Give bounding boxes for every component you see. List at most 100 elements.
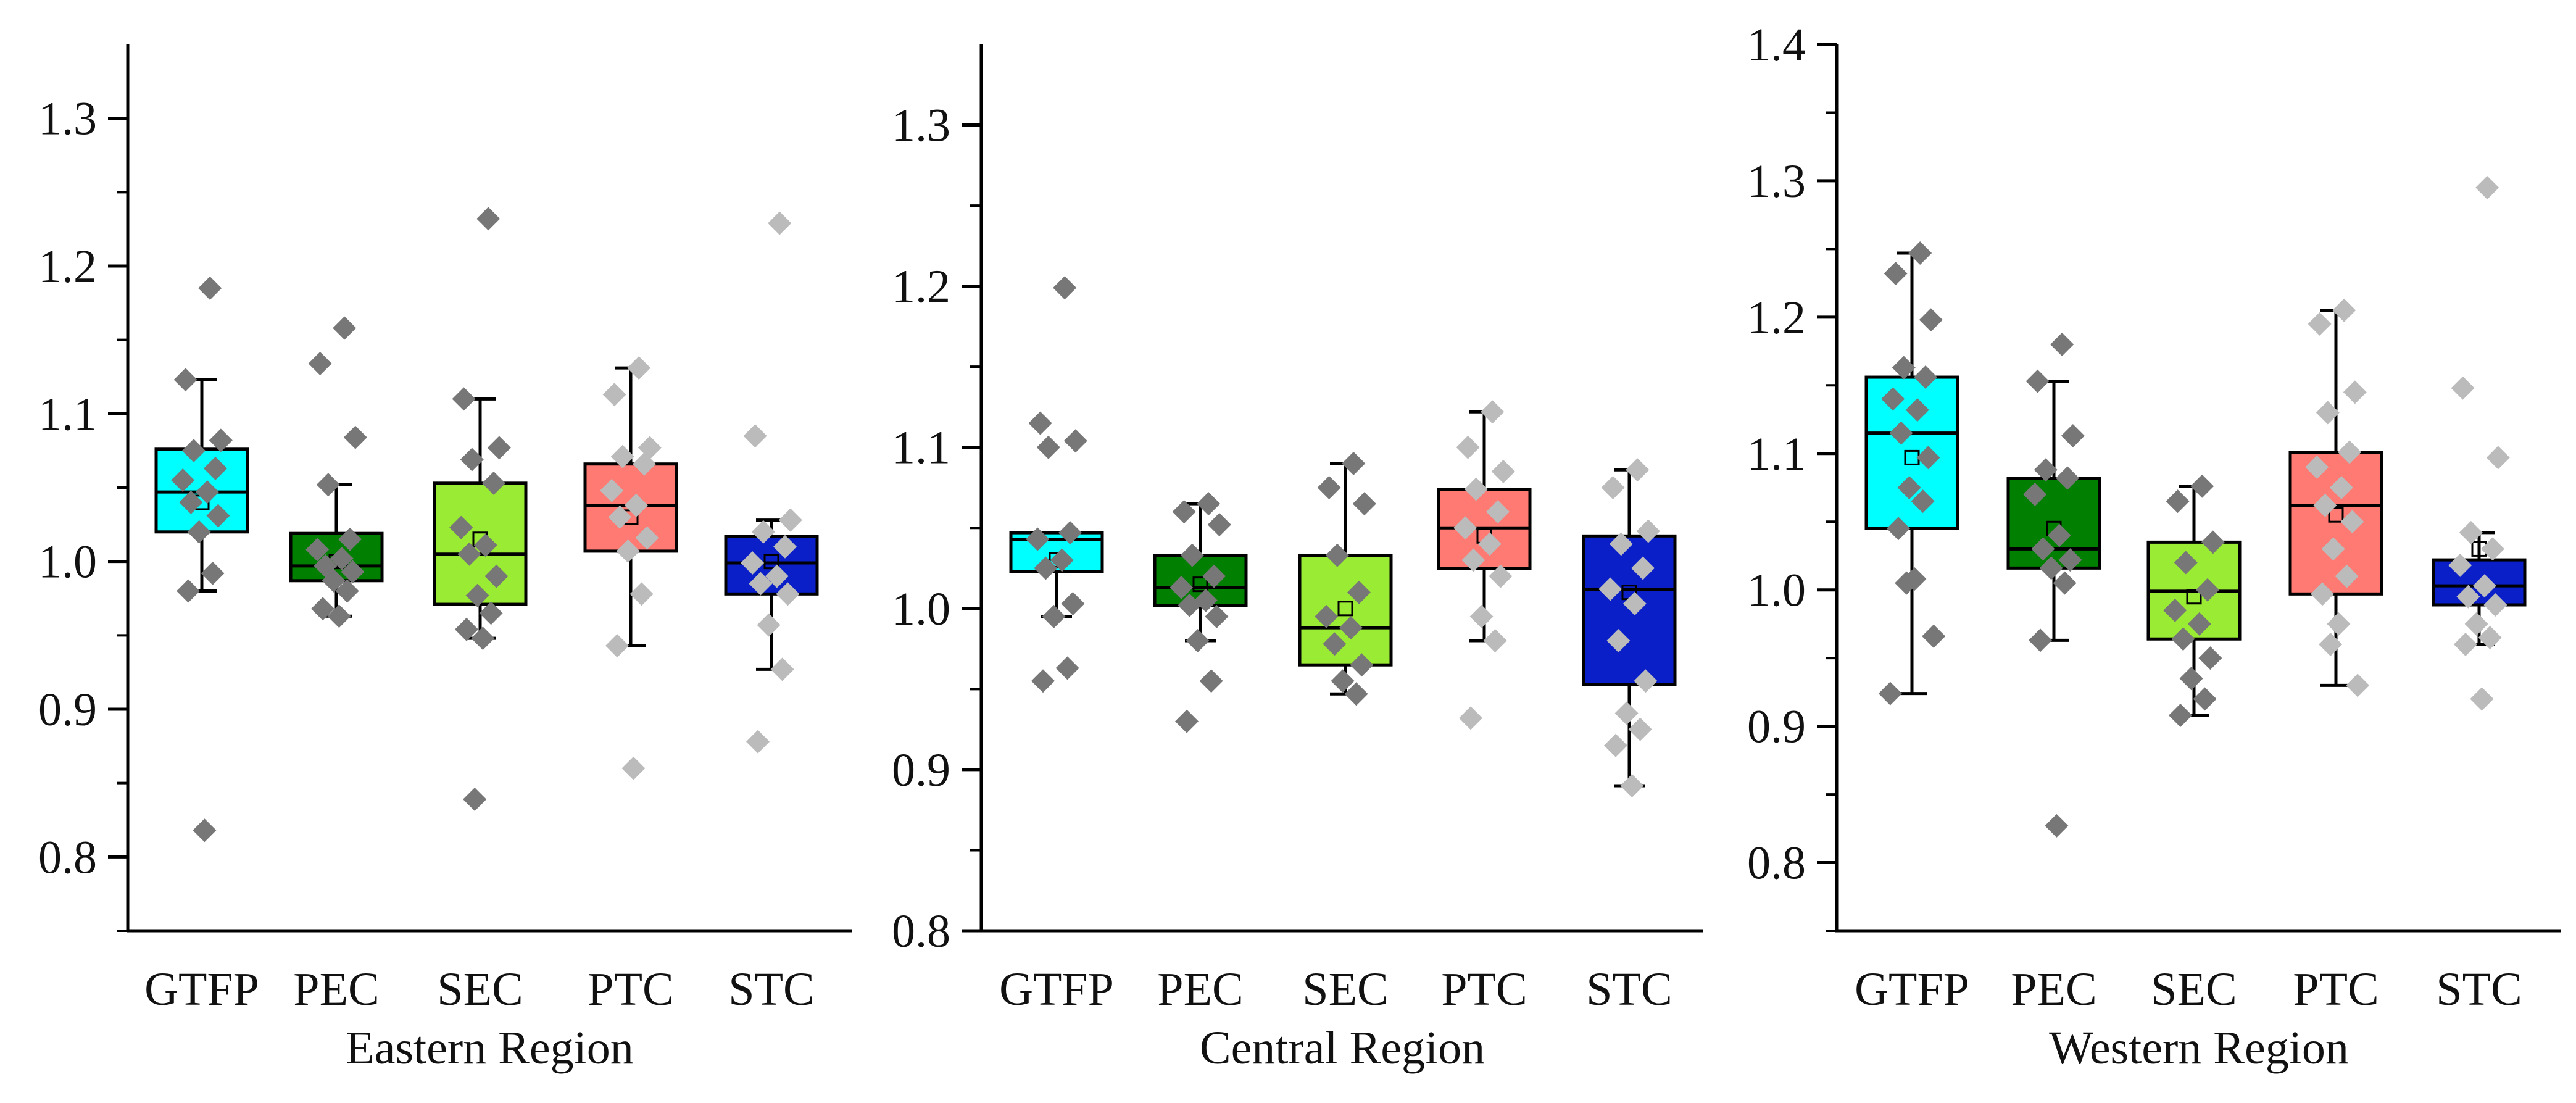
data-point — [487, 436, 511, 460]
data-point — [2169, 703, 2192, 727]
data-point — [449, 515, 473, 539]
data-point — [1905, 398, 1929, 422]
data-point — [1325, 543, 1349, 567]
data-point — [616, 539, 640, 563]
x-tick-label-pec: PEC — [293, 964, 379, 1015]
y-tick-label: 1.0 — [1747, 565, 1806, 617]
data-point — [1911, 489, 1935, 514]
data-point — [1026, 527, 1050, 551]
mean-marker — [2186, 589, 2202, 605]
y-tick-label: 1.4 — [1747, 19, 1806, 71]
y-tick-label: 1.2 — [38, 241, 97, 293]
data-point — [1342, 451, 1366, 475]
data-point — [2047, 523, 2071, 547]
data-point — [2456, 585, 2480, 609]
data-point — [179, 490, 203, 514]
data-point — [1061, 591, 1085, 615]
data-point — [1036, 435, 1060, 459]
y-tick-label: 0.9 — [1747, 701, 1806, 753]
data-point — [2470, 687, 2494, 711]
data-point — [1347, 580, 1371, 604]
data-point — [635, 526, 659, 550]
chart-panel-2: 0.8 0.9 1.0 1.1 1.2 1.3 GTFP PEC SEC PTC STC Centra… — [892, 44, 1703, 1074]
mean-marker — [1192, 576, 1208, 593]
data-point — [206, 504, 230, 528]
data-point — [1614, 701, 1639, 725]
data-point — [1601, 476, 1625, 499]
data-point — [171, 468, 195, 493]
data-point — [2459, 520, 2483, 544]
data-point — [2329, 476, 2353, 499]
data-point — [1315, 604, 1339, 628]
chart-panel-1: 0.8 0.9 1.0 1.1 1.2 1.3 GTFP PEC SEC PTC STC Easter… — [38, 44, 852, 1074]
data-point — [2472, 574, 2496, 598]
data-point — [204, 456, 227, 480]
data-point — [751, 520, 775, 544]
data-point — [1339, 616, 1363, 640]
data-point — [1887, 517, 1910, 541]
data-point — [1483, 629, 1507, 653]
y-tick-label: 0.8 — [1747, 838, 1806, 889]
x-tick-label-ptc: PTC — [1441, 964, 1527, 1015]
data-point — [2343, 380, 2367, 404]
data-point — [2454, 633, 2477, 657]
data-point — [2029, 628, 2052, 652]
data-point — [2338, 440, 2361, 464]
data-point — [1350, 653, 1374, 677]
data-point — [484, 564, 509, 588]
x-tick-label-sec: SEC — [437, 964, 523, 1015]
data-point — [2335, 564, 2359, 588]
data-point — [1895, 571, 1919, 595]
data-point — [1897, 476, 1921, 499]
data-point — [1453, 516, 1477, 540]
box-body — [724, 535, 819, 596]
data-point — [1908, 241, 1932, 265]
data-point — [743, 424, 767, 448]
data-point — [1170, 575, 1194, 599]
data-point — [1464, 477, 1488, 501]
box-body — [2288, 451, 2383, 596]
box-pec — [1153, 492, 1248, 733]
x-axis-title: Eastern Region — [346, 1022, 633, 1074]
data-point — [1604, 733, 1627, 757]
data-point — [2346, 673, 2370, 697]
y-tick-label: 1.1 — [892, 422, 950, 474]
data-point — [343, 425, 367, 449]
box-body — [1864, 375, 1959, 530]
data-point — [629, 582, 654, 606]
data-point — [209, 428, 233, 452]
box-stc — [2432, 175, 2527, 711]
data-point — [330, 546, 354, 570]
data-point — [2053, 571, 2077, 595]
data-point — [776, 582, 800, 606]
data-point — [308, 351, 332, 375]
data-point — [1180, 543, 1204, 567]
data-point — [311, 597, 334, 621]
y-tick-label: 0.8 — [892, 905, 950, 957]
x-tick-label-gtfp: GTFP — [144, 964, 259, 1015]
data-point — [1344, 682, 1368, 706]
data-point — [2327, 612, 2351, 636]
x-tick-label-sec: SEC — [2151, 964, 2237, 1015]
data-point — [1197, 492, 1221, 516]
data-point — [476, 207, 501, 231]
box-body — [1298, 554, 1393, 667]
y-tick-label: 1.2 — [892, 261, 950, 313]
data-point — [457, 542, 481, 566]
data-point — [765, 564, 789, 588]
data-point — [2190, 474, 2214, 498]
data-point — [608, 505, 632, 529]
data-point — [2448, 553, 2472, 577]
data-point — [1172, 500, 1196, 524]
box-gtfp — [1864, 241, 1959, 706]
data-point — [2171, 627, 2195, 651]
box-ptc — [583, 356, 678, 780]
data-point — [1175, 709, 1199, 733]
data-point — [2061, 424, 2085, 448]
data-point — [1598, 577, 1622, 601]
data-point — [2196, 578, 2219, 602]
data-point — [1053, 276, 1077, 300]
data-point — [1622, 591, 1647, 615]
data-point — [2332, 298, 2356, 322]
data-point — [1922, 624, 1946, 648]
